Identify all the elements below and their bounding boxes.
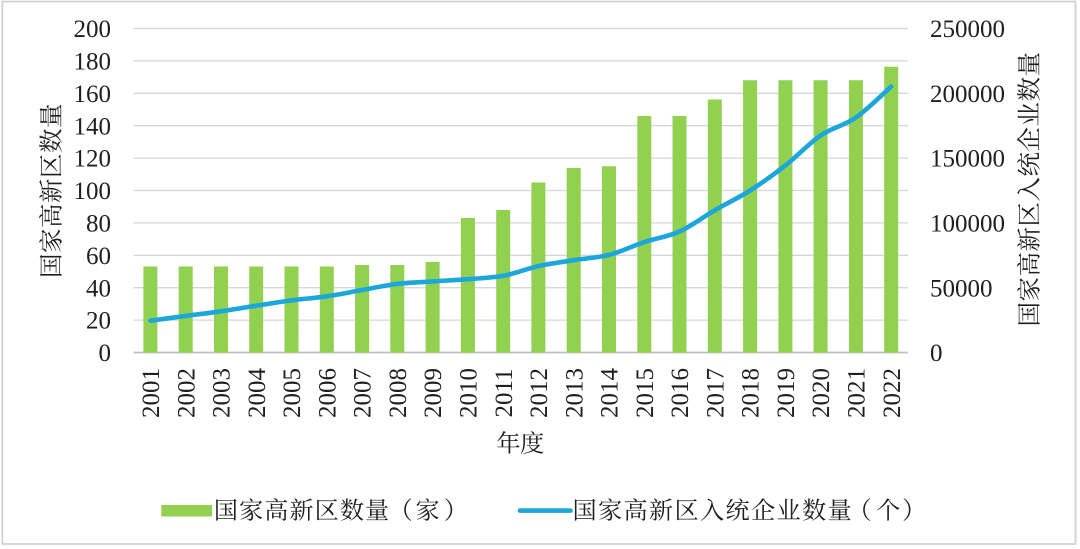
svg-text:2012: 2012	[526, 368, 553, 418]
svg-text:2003: 2003	[209, 368, 236, 418]
svg-text:2020: 2020	[808, 368, 835, 418]
svg-text:0: 0	[99, 340, 112, 367]
svg-text:140: 140	[74, 113, 112, 140]
svg-text:2016: 2016	[667, 368, 694, 418]
svg-text:2006: 2006	[314, 368, 341, 418]
svg-text:2007: 2007	[350, 368, 377, 418]
svg-text:2018: 2018	[738, 368, 765, 418]
svg-text:100: 100	[74, 178, 112, 205]
svg-text:40: 40	[86, 275, 111, 302]
svg-text:2013: 2013	[561, 368, 588, 418]
svg-text:80: 80	[86, 211, 111, 238]
svg-text:0: 0	[930, 340, 943, 367]
svg-text:150000: 150000	[930, 146, 1005, 173]
svg-text:100000: 100000	[930, 211, 1005, 238]
svg-text:180: 180	[74, 49, 112, 76]
svg-text:200: 200	[74, 16, 112, 43]
svg-text:60: 60	[86, 243, 111, 270]
svg-text:2001: 2001	[138, 368, 165, 418]
svg-text:120: 120	[74, 146, 112, 173]
svg-text:50000: 50000	[930, 275, 993, 302]
svg-text:2011: 2011	[491, 368, 518, 417]
svg-text:2009: 2009	[420, 368, 447, 418]
svg-text:2022: 2022	[879, 368, 906, 418]
svg-text:2008: 2008	[385, 368, 412, 418]
svg-text:2014: 2014	[597, 368, 624, 419]
svg-text:2019: 2019	[773, 368, 800, 418]
svg-text:160: 160	[74, 81, 112, 108]
svg-text:2005: 2005	[279, 368, 306, 418]
svg-text:250000: 250000	[930, 16, 1005, 43]
svg-text:2021: 2021	[844, 368, 871, 418]
svg-text:2017: 2017	[702, 368, 729, 418]
svg-text:2002: 2002	[173, 368, 200, 418]
svg-text:2010: 2010	[456, 368, 483, 418]
svg-text:20: 20	[86, 308, 111, 335]
svg-text:2004: 2004	[244, 368, 271, 419]
svg-text:200000: 200000	[930, 81, 1005, 108]
svg-text:2015: 2015	[632, 368, 659, 418]
